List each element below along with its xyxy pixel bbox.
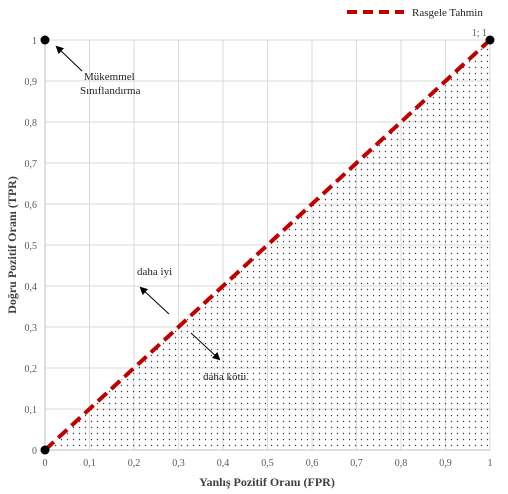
x-axis-title: Yanlış Pozitif Oranı (FPR) — [199, 475, 335, 489]
legend: Rasgele Tahmin — [347, 7, 483, 19]
better-label: daha iyi — [137, 266, 172, 278]
data-point — [485, 35, 495, 45]
y-tick-labels: 0 0,1 0,2 0,3 0,4 0,5 0,6 0,7 0,8 0,9 1 — [25, 36, 38, 457]
y-tick-label: 0,1 — [25, 405, 38, 416]
y-tick-label: 0,8 — [25, 118, 38, 129]
annotation-perfect: Mükemmel Sınıflandırma — [55, 45, 141, 97]
x-tick-label: 0,8 — [395, 458, 408, 469]
x-tick-label: 0,9 — [439, 458, 452, 469]
x-tick-label: 0,6 — [306, 458, 319, 469]
legend-label: Rasgele Tahmin — [412, 7, 483, 19]
series-layer — [43, 38, 492, 452]
y-tick-label: 1 — [32, 36, 37, 47]
perfect-label: Mükemmel Sınıflandırma — [80, 71, 141, 97]
x-tick-label: 0,3 — [172, 458, 185, 469]
y-tick-label: 0,3 — [25, 323, 38, 334]
points-layer: 1; 1 — [40, 28, 495, 455]
better-arrow — [139, 286, 170, 315]
data-point-label: 1; 1 — [472, 28, 487, 39]
x-tick-label: 0 — [43, 458, 48, 469]
annotation-worse: daha kötü — [190, 332, 247, 383]
x-tick-label: 0,7 — [350, 458, 363, 469]
y-tick-label: 0,9 — [25, 77, 38, 88]
x-tick-label: 0,1 — [83, 458, 96, 469]
annotation-better: daha iyi — [137, 266, 172, 315]
y-axis-title: Doğru Pozitif Oranı (TPR) — [5, 176, 19, 314]
x-tick-label: 1 — [488, 458, 493, 469]
data-point — [40, 35, 50, 45]
data-point — [40, 445, 50, 455]
y-tick-label: 0,7 — [25, 159, 38, 170]
x-tick-label: 0,4 — [217, 458, 230, 469]
x-tick-label: 0,2 — [128, 458, 141, 469]
x-tick-label: 0,5 — [261, 458, 274, 469]
y-tick-label: 0,5 — [25, 241, 38, 252]
y-tick-label: 0,2 — [25, 364, 38, 375]
x-tick-labels: 0 0,1 0,2 0,3 0,4 0,5 0,6 0,7 0,8 0,9 1 — [43, 458, 493, 469]
perfect-arrow — [55, 45, 83, 72]
y-tick-label: 0 — [32, 446, 37, 457]
y-tick-label: 0,6 — [25, 200, 38, 211]
worse-arrow — [190, 332, 221, 361]
series-line-random-guess — [43, 38, 492, 452]
axes — [44, 40, 490, 451]
worse-label: daha kötü — [203, 371, 247, 383]
y-tick-label: 0,4 — [25, 282, 38, 293]
